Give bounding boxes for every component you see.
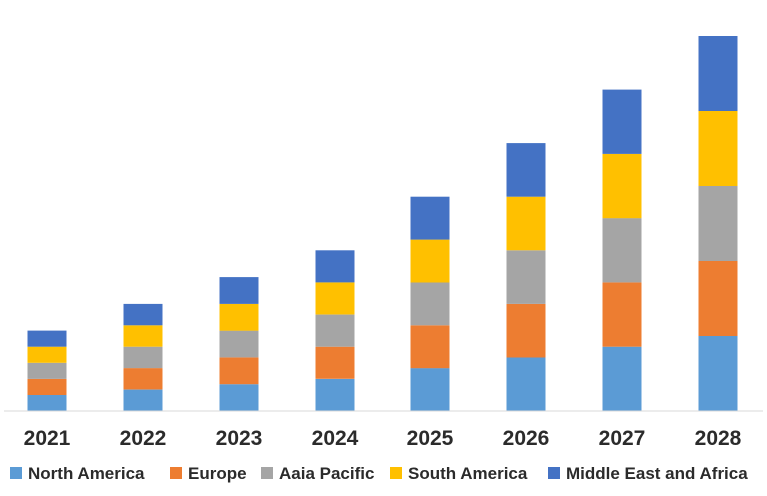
bar-2026-south-america (506, 196, 546, 251)
bar-2026-aaia-pacific (506, 250, 546, 304)
legend-label-europe: Europe (188, 464, 247, 483)
bar-2024-aaia-pacific (315, 314, 355, 347)
bar-2028-middle-east-and-africa (698, 36, 738, 111)
bar-2023-north-america (219, 384, 259, 411)
x-tick-2025: 2025 (407, 427, 454, 450)
bar-2024-north-america (315, 378, 355, 411)
bars-group (27, 36, 738, 411)
legend-swatch-north-america (10, 467, 22, 479)
bar-2025-aaia-pacific (410, 282, 450, 326)
bar-2021-europe (27, 378, 67, 395)
bar-2026-north-america (506, 357, 546, 411)
bar-2023-aaia-pacific (219, 330, 259, 358)
x-tick-2023: 2023 (216, 427, 263, 450)
bar-2027-north-america (602, 346, 642, 411)
bar-2024-south-america (315, 282, 355, 315)
bar-2028-north-america (698, 336, 738, 411)
legend: North America Europe Aaia Pacific South Ame… (10, 464, 748, 483)
x-axis-ticks: 2021 2022 2023 2024 2025 2026 2027 2028 (24, 427, 742, 450)
legend-swatch-middle-east-and-africa (548, 467, 560, 479)
legend-label-south-america: South America (408, 464, 528, 483)
bar-2023-south-america (219, 303, 259, 331)
bar-2023-middle-east-and-africa (219, 277, 259, 304)
bar-2023-europe (219, 357, 259, 385)
bar-2024-middle-east-and-africa (315, 250, 355, 283)
legend-swatch-aaia-pacific (261, 467, 273, 479)
bar-2027-aaia-pacific (602, 218, 642, 283)
bar-2025-middle-east-and-africa (410, 196, 450, 240)
bar-2026-europe (506, 303, 546, 358)
bar-2024-europe (315, 346, 355, 379)
bar-2027-europe (602, 282, 642, 347)
legend-swatch-europe (170, 467, 182, 479)
bar-2022-middle-east-and-africa (123, 303, 163, 326)
bar-2026-middle-east-and-africa (506, 143, 546, 197)
x-tick-2027: 2027 (599, 427, 646, 450)
legend-label-aaia-pacific: Aaia Pacific (279, 464, 374, 483)
bar-2027-south-america (602, 153, 642, 219)
bar-2028-south-america (698, 111, 738, 186)
bar-2021-aaia-pacific (27, 362, 67, 379)
x-tick-2021: 2021 (24, 427, 71, 450)
bar-2021-middle-east-and-africa (27, 330, 67, 347)
bar-2022-north-america (123, 389, 163, 411)
x-tick-2024: 2024 (312, 427, 359, 450)
legend-swatch-south-america (390, 467, 402, 479)
legend-label-middle-east-and-africa: Middle East and Africa (566, 464, 748, 483)
bar-2021-north-america (27, 394, 67, 411)
bar-2025-south-america (410, 239, 450, 283)
bar-2028-aaia-pacific (698, 186, 738, 261)
bar-2025-north-america (410, 368, 450, 411)
bar-2025-europe (410, 325, 450, 369)
x-tick-2026: 2026 (503, 427, 550, 450)
bar-2027-middle-east-and-africa (602, 89, 642, 154)
bar-2022-south-america (123, 325, 163, 347)
bar-2021-south-america (27, 346, 67, 363)
bar-2022-aaia-pacific (123, 346, 163, 369)
bar-2022-europe (123, 368, 163, 390)
x-tick-2028: 2028 (695, 427, 742, 450)
legend-label-north-america: North America (28, 464, 145, 483)
bar-2028-europe (698, 261, 738, 336)
x-tick-2022: 2022 (120, 427, 167, 450)
